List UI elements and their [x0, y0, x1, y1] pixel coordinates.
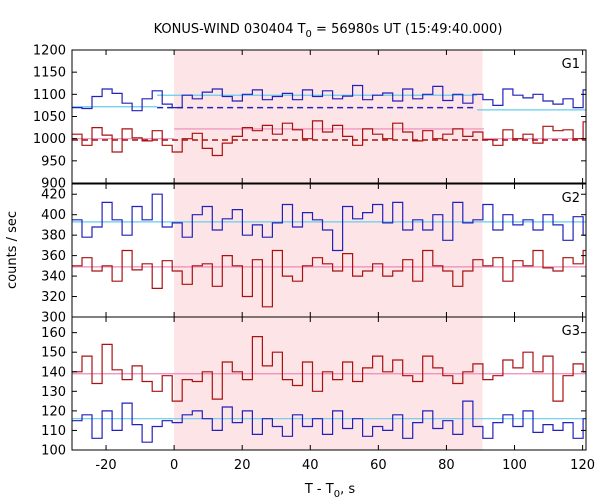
shaded-interval	[174, 184, 483, 317]
series-blue-steps	[72, 84, 586, 112]
panel-label-g3: G3	[562, 324, 580, 339]
y-tick-label: 1000	[33, 132, 66, 147]
shaded-interval	[174, 317, 483, 450]
y-axis-label: counts / sec	[5, 211, 20, 289]
y-tick-label: 340	[41, 270, 66, 285]
series-red-steps	[72, 336, 586, 402]
panel-frame	[71, 316, 587, 451]
series-blue-steps	[72, 193, 586, 252]
y-tick-label: 1150	[33, 66, 66, 81]
y-tick-label: 1100	[33, 88, 66, 103]
x-tick-label: 100	[502, 458, 527, 473]
y-tick-label: 120	[41, 404, 66, 419]
y-tick-label: 950	[41, 154, 66, 169]
series-blue-steps	[72, 400, 586, 443]
shaded-interval	[174, 50, 483, 183]
y-tick-label: 420	[41, 188, 66, 203]
x-axis-label: T - T0, s	[304, 482, 355, 500]
x-tick-label: -20	[95, 458, 116, 473]
panel-g2: 300 320 340 360 380 400 420 G2	[41, 183, 587, 326]
y-tick-label: 1050	[33, 110, 66, 125]
panel-g1: 900 950 1000 1050 1100 1150 1200 G1	[33, 44, 587, 192]
y-tick-label: 140	[41, 365, 66, 380]
panel-label-g2: G2	[562, 191, 580, 206]
y-tick-label: 100	[41, 444, 66, 459]
panel-g3: 100 110 120 130 140 150 160 -20 0 20 40 60 80 100 120 G…	[41, 316, 595, 473]
y-tick-label: 380	[41, 229, 66, 244]
series-red-steps	[72, 120, 586, 157]
chart-title: KONUS-WIND 030404 T0 = 56980s UT (15:49:…	[154, 22, 503, 40]
panel-label-g1: G1	[562, 57, 580, 72]
x-tick-label: 0	[170, 458, 178, 473]
y-tick-label: 900	[41, 177, 66, 192]
x-tick-label: 40	[302, 458, 319, 473]
y-tick-label: 160	[41, 326, 66, 341]
y-tick-label: 320	[41, 290, 66, 305]
y-tick-label: 400	[41, 208, 66, 223]
y-tick-label: 130	[41, 385, 66, 400]
y-tick-label: 300	[41, 311, 66, 326]
series-red-steps	[72, 249, 586, 308]
x-tick-label: 120	[570, 458, 595, 473]
x-tick-label: 80	[438, 458, 455, 473]
x-tick-label: 20	[234, 458, 251, 473]
y-tick-label: 360	[41, 249, 66, 264]
x-tick-label: 60	[370, 458, 387, 473]
y-tick-label: 110	[41, 424, 66, 439]
panels-group: 90095010001050110011501200G1300320340360…	[33, 44, 595, 474]
y-tick-label: 150	[41, 346, 66, 361]
y-tick-label: 1200	[33, 44, 66, 59]
